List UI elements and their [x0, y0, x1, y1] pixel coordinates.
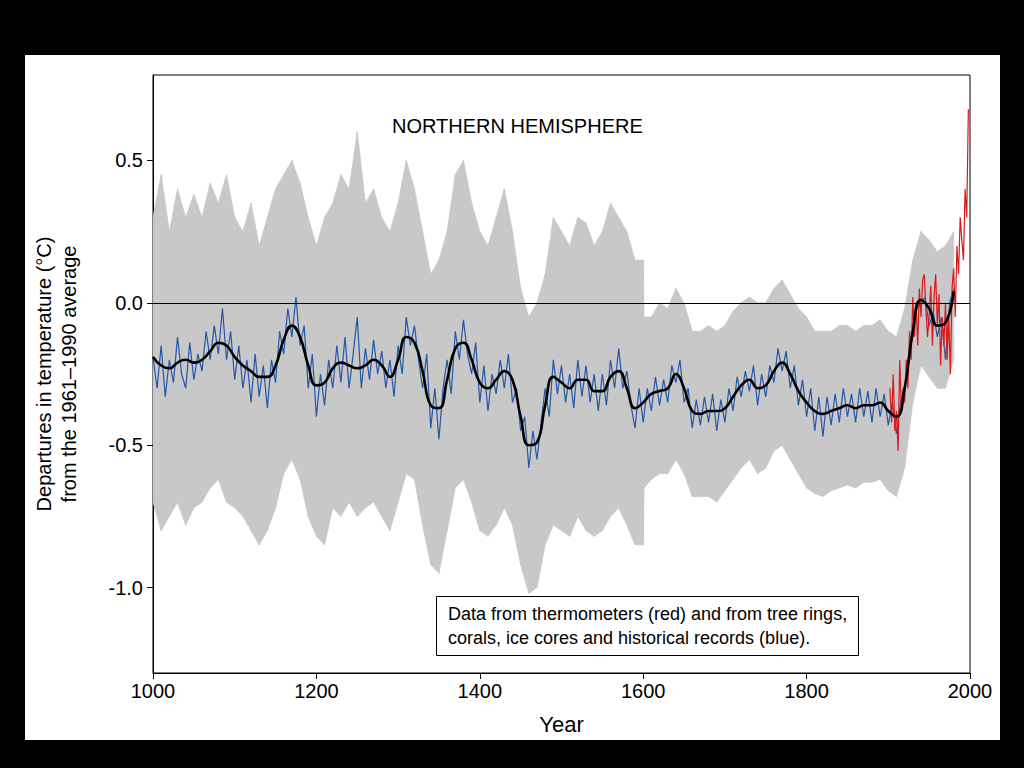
svg-text:Departures in temperature (°C): Departures in temperature (°C)	[33, 237, 55, 512]
svg-text:1600: 1600	[621, 680, 666, 702]
svg-text:1800: 1800	[784, 680, 829, 702]
svg-text:1000: 1000	[131, 680, 176, 702]
svg-text:1400: 1400	[458, 680, 503, 702]
svg-text:Year: Year	[539, 712, 583, 737]
svg-text:0.0: 0.0	[115, 292, 143, 314]
svg-text:1200: 1200	[294, 680, 339, 702]
svg-text:from the 1961–1990 average: from the 1961–1990 average	[58, 246, 80, 503]
svg-text:corals, ice cores and historic: corals, ice cores and historical records…	[448, 628, 810, 648]
svg-text:NORTHERN HEMISPHERE: NORTHERN HEMISPHERE	[392, 115, 643, 137]
svg-text:-1.0: -1.0	[109, 577, 143, 599]
svg-text:-0.5: -0.5	[109, 434, 143, 456]
svg-text:2000: 2000	[948, 680, 993, 702]
svg-text:Data from thermometers (red) a: Data from thermometers (red) and from tr…	[448, 604, 847, 624]
svg-text:0.5: 0.5	[115, 149, 143, 171]
